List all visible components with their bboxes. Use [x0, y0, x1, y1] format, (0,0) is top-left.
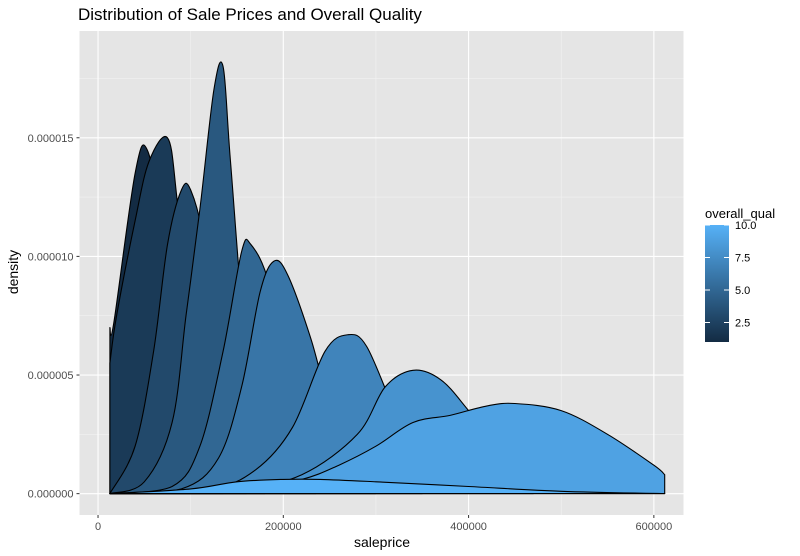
legend: overall_qual 2.5 5.0 7.5 10.0: [705, 206, 775, 342]
legend-title: overall_qual: [705, 206, 775, 221]
legend-ticks: 2.5 5.0 7.5 10.0: [705, 220, 756, 330]
legend-tick-label: 2.5: [735, 318, 750, 330]
y-tick-label: 0.000005: [28, 370, 74, 382]
x-tick-label: 200000: [265, 521, 302, 533]
legend-tick-label: 5.0: [735, 285, 750, 297]
y-tick-label: 0.000015: [28, 133, 74, 145]
x-tick-label: 600000: [635, 521, 672, 533]
x-axis: 0 200000 400000 600000: [95, 515, 672, 533]
density-areas: [109, 61, 666, 495]
x-tick-label: 0: [95, 521, 101, 533]
y-axis: 0.000000 0.000005 0.000010 0.000015: [28, 133, 80, 501]
density-area-qual-10: [109, 478, 666, 495]
legend-tick-label: 10.0: [735, 220, 756, 232]
y-axis-title: density: [5, 250, 21, 294]
legend-tick-label: 7.5: [735, 253, 750, 265]
x-tick-label: 400000: [450, 521, 487, 533]
y-tick-label: 0.000010: [28, 251, 74, 263]
x-axis-title: saleprice: [354, 534, 410, 550]
chart-title: Distribution of Sale Prices and Overall …: [78, 5, 422, 24]
y-tick-label: 0.000000: [28, 489, 74, 501]
legend-colorbar: [705, 225, 729, 342]
